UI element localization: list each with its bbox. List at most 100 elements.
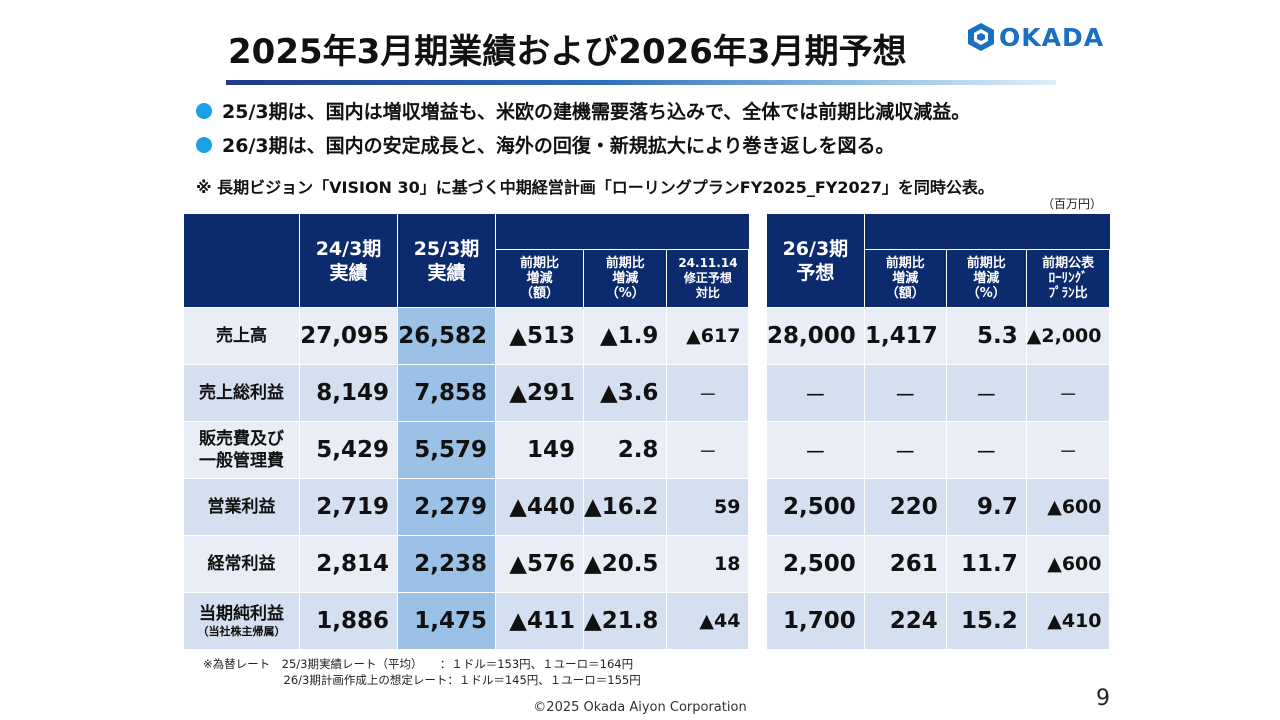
fy26-value: － bbox=[767, 365, 865, 422]
diff-percent-value: － bbox=[946, 365, 1027, 422]
table-row: 2,500 220 9.7 ▲600 bbox=[767, 479, 1111, 536]
fy26-value: 2,500 bbox=[767, 536, 865, 593]
table-row: 1,700 224 15.2 ▲410 bbox=[767, 593, 1111, 650]
logo-text: OKADA bbox=[999, 22, 1105, 52]
header-blank bbox=[184, 214, 300, 308]
fy24-value: 1,886 bbox=[300, 593, 398, 650]
diff-amount-value: 149 bbox=[496, 422, 584, 479]
fy24-value: 8,149 bbox=[300, 365, 398, 422]
row-label: 売上高 bbox=[184, 308, 300, 365]
fy25-value: 7,858 bbox=[398, 365, 496, 422]
table-row: 売上高 27,095 26,582 ▲513 ▲1.9 ▲617 bbox=[184, 308, 750, 365]
fy25-value: 2,238 bbox=[398, 536, 496, 593]
diff-amount-value: ▲576 bbox=[496, 536, 584, 593]
diff-amount-value: ▲411 bbox=[496, 593, 584, 650]
header-fy25: 25/3期 実績 bbox=[398, 214, 496, 308]
vs-revised-value: － bbox=[667, 422, 750, 479]
okada-hexagon-logo-icon bbox=[968, 23, 994, 51]
vs-plan-value: ▲2,000 bbox=[1026, 308, 1111, 365]
copyright: ©2025 Okada Aiyon Corporation bbox=[533, 700, 747, 715]
row-label: 営業利益 bbox=[184, 479, 300, 536]
table-row: 当期純利益 （当社株主帰属） 1,886 1,475 ▲411 ▲21.8 ▲4… bbox=[184, 593, 750, 650]
diff-percent-value: 11.7 bbox=[946, 536, 1027, 593]
fy26-value: － bbox=[767, 422, 865, 479]
fy24-value: 2,814 bbox=[300, 536, 398, 593]
row-label: 経常利益 bbox=[184, 536, 300, 593]
fy26-value: 1,700 bbox=[767, 593, 865, 650]
bullet-item: 26/3期は、国内の安定成長と、海外の回復・新規拡大により巻き返しを図る。 bbox=[196, 131, 894, 158]
fy25-value: 2,279 bbox=[398, 479, 496, 536]
diff-percent-value: 5.3 bbox=[946, 308, 1027, 365]
diff-percent-value: 2.8 bbox=[584, 422, 668, 479]
fy24-value: 5,429 bbox=[300, 422, 398, 479]
header-group-spacer bbox=[864, 214, 1111, 250]
title-underline bbox=[226, 80, 1056, 85]
vs-plan-value: ▲410 bbox=[1026, 593, 1111, 650]
vs-plan-value: ▲600 bbox=[1026, 536, 1111, 593]
vs-revised-value: ▲617 bbox=[667, 308, 750, 365]
diff-percent-value: ▲16.2 bbox=[584, 479, 668, 536]
exchange-rate-footnote: ※為替レート 25/3期実績レート（平均） ：１ドル＝153円、１ユーロ＝164… bbox=[203, 657, 641, 687]
table-row: 経常利益 2,814 2,238 ▲576 ▲20.5 18 bbox=[184, 536, 750, 593]
diff-percent-value: ▲21.8 bbox=[584, 593, 668, 650]
table-row: 売上総利益 8,149 7,858 ▲291 ▲3.6 － bbox=[184, 365, 750, 422]
fy24-value: 2,719 bbox=[300, 479, 398, 536]
row-label: 販売費及び 一般管理費 bbox=[184, 422, 300, 479]
header-fy26: 26/3期 予想 bbox=[767, 214, 865, 308]
forecast-table: 26/3期 予想 前期比 増減 （額） 前期比 増減 （%） 前期公表 ﾛｰﾘﾝｸﾞ ﾌﾟﾗﾝ… bbox=[767, 214, 1111, 650]
vs-plan-value: － bbox=[1026, 422, 1111, 479]
diff-amount-value: 220 bbox=[864, 479, 947, 536]
fy24-value: 27,095 bbox=[300, 308, 398, 365]
fy25-value: 1,475 bbox=[398, 593, 496, 650]
bullet-dot-icon bbox=[196, 102, 212, 119]
company-logo: OKADA bbox=[967, 20, 1104, 54]
diff-percent-value: ▲20.5 bbox=[584, 536, 668, 593]
diff-amount-value: 261 bbox=[864, 536, 947, 593]
diff-percent-value: 15.2 bbox=[946, 593, 1027, 650]
diff-amount-value: ▲440 bbox=[496, 479, 584, 536]
diff-amount-value: － bbox=[864, 422, 947, 479]
bullet-item: 25/3期は、国内は増収増益も、米欧の建機需要落ち込みで、全体では前期比減収減益… bbox=[196, 97, 970, 124]
fy25-value: 5,579 bbox=[398, 422, 496, 479]
header-diff-percent: 前期比 増減 （%） bbox=[946, 250, 1027, 308]
vs-revised-value: ▲44 bbox=[667, 593, 750, 650]
fy26-value: 2,500 bbox=[767, 479, 865, 536]
header-fy24: 24/3期 実績 bbox=[300, 214, 398, 308]
header-group-spacer bbox=[496, 214, 750, 250]
header-diff-percent: 前期比 増減 （%） bbox=[584, 250, 668, 308]
diff-amount-value: 224 bbox=[864, 593, 947, 650]
fy26-value: 28,000 bbox=[767, 308, 865, 365]
header-vs-rolling-plan: 前期公表 ﾛｰﾘﾝｸﾞ ﾌﾟﾗﾝ比 bbox=[1026, 250, 1111, 308]
diff-amount-value: － bbox=[864, 365, 947, 422]
diff-percent-value: 9.7 bbox=[946, 479, 1027, 536]
vision-note: ※ 長期ビジョン「VISION 30」に基づく中期経営計画「ローリングプランFY… bbox=[196, 178, 994, 197]
vs-revised-value: 59 bbox=[667, 479, 750, 536]
diff-percent-value: － bbox=[946, 422, 1027, 479]
bullet-text: 26/3期は、国内の安定成長と、海外の回復・新規拡大により巻き返しを図る。 bbox=[222, 135, 895, 157]
results-table: 24/3期 実績 25/3期 実績 前期比 増減 （額） 前期比 増減 （%） 24.11.… bbox=[184, 214, 750, 650]
table-row: － － － － bbox=[767, 365, 1111, 422]
row-label: 売上総利益 bbox=[184, 365, 300, 422]
diff-percent-value: ▲3.6 bbox=[584, 365, 668, 422]
table-row: 販売費及び 一般管理費 5,429 5,579 149 2.8 － bbox=[184, 422, 750, 479]
bullet-text: 25/3期は、国内は増収増益も、米欧の建機需要落ち込みで、全体では前期比減収減益… bbox=[222, 101, 971, 123]
header-diff-amount: 前期比 増減 （額） bbox=[864, 250, 947, 308]
page-number: 9 bbox=[1096, 686, 1110, 711]
bullet-dot-icon bbox=[196, 136, 212, 153]
row-label: 当期純利益 （当社株主帰属） bbox=[184, 593, 300, 650]
header-diff-amount: 前期比 増減 （額） bbox=[496, 250, 584, 308]
vs-plan-value: － bbox=[1026, 365, 1111, 422]
diff-percent-value: ▲1.9 bbox=[584, 308, 668, 365]
table-row: 営業利益 2,719 2,279 ▲440 ▲16.2 59 bbox=[184, 479, 750, 536]
table-row: － － － － bbox=[767, 422, 1111, 479]
unit-label: （百万円） bbox=[1041, 197, 1102, 211]
header-vs-revised-forecast: 24.11.14 修正予想 対比 bbox=[667, 250, 750, 308]
diff-amount-value: ▲513 bbox=[496, 308, 584, 365]
vs-revised-value: 18 bbox=[667, 536, 750, 593]
vs-plan-value: ▲600 bbox=[1026, 479, 1111, 536]
page-title: 2025年3月期業績および2026年3月期予想 bbox=[228, 32, 907, 72]
vs-revised-value: － bbox=[667, 365, 750, 422]
table-row: 28,000 1,417 5.3 ▲2,000 bbox=[767, 308, 1111, 365]
diff-amount-value: 1,417 bbox=[864, 308, 947, 365]
table-row: 2,500 261 11.7 ▲600 bbox=[767, 536, 1111, 593]
